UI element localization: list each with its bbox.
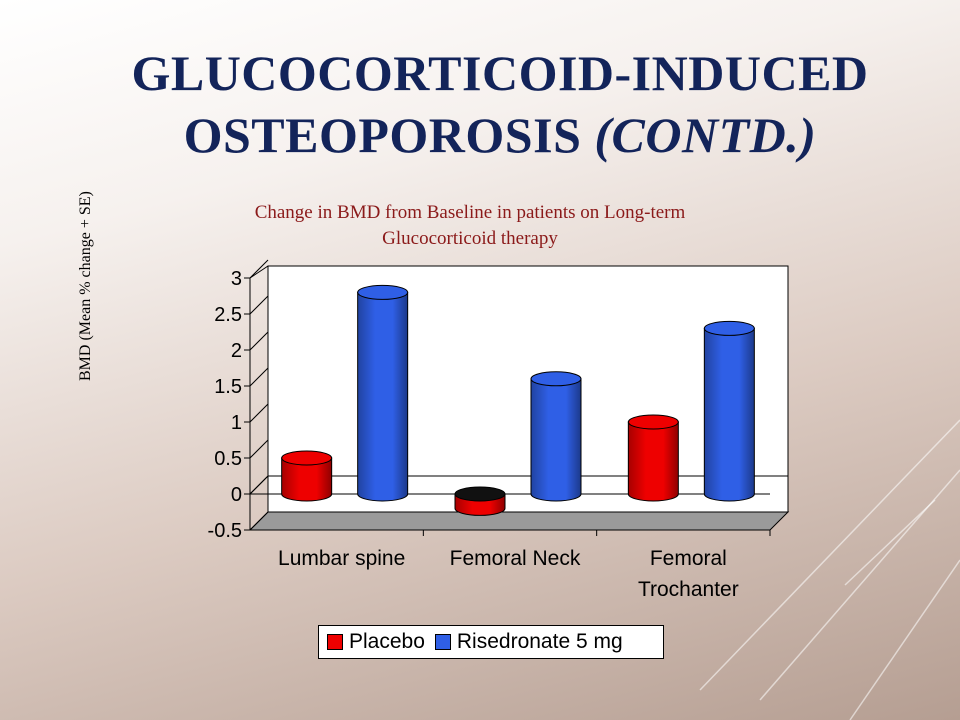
bar-top-0-0 [281, 450, 333, 466]
y-tick-label: 1 [231, 412, 242, 434]
bar-placebo-2 [627, 421, 679, 502]
y-axis-top-edge [249, 265, 269, 279]
bar-top-0-1 [454, 486, 506, 502]
bar-top-1-0 [357, 284, 409, 300]
y-tick-depth [249, 511, 269, 531]
chart-title-line-1: Change in BMD from Baseline in patients … [254, 202, 686, 223]
y-tick-depth [249, 403, 269, 423]
legend-label-placebo: Placebo [349, 630, 425, 653]
y-tick-label: 0 [231, 484, 242, 506]
legend-swatch-placebo [327, 634, 343, 650]
x-tick-label: Lumbar spine [278, 547, 405, 570]
x-tick-label: Femoral Neck [450, 547, 581, 570]
legend-label-risedronate: Risedronate 5 mg [456, 630, 623, 653]
bar-top-0-2 [627, 414, 679, 430]
title-line-1: GLUCOCORTICOID-INDUCED [131, 45, 869, 101]
y-tick-depth [249, 259, 269, 279]
legend-item-risedronate: Risedronate 5 mg [434, 630, 623, 654]
zero-line-depth [249, 475, 269, 495]
title-contd: (CONTD.) [594, 107, 817, 163]
bar-risedronate-5-mg-2 [703, 327, 755, 502]
bar-top-1-2 [703, 320, 755, 336]
y-tick-depth [249, 367, 269, 387]
bar-risedronate-5-mg-1 [530, 378, 582, 502]
legend-swatch-risedronate [434, 634, 451, 650]
title-line-2: OSTEOPOROSIS (CONTD.) [80, 104, 920, 166]
legend: Placebo Risedronate 5 mg [318, 625, 664, 659]
y-tick-label: 0.5 [214, 448, 242, 470]
y-tick-label: -0.5 [208, 520, 242, 542]
bar-risedronate-5-mg-0 [357, 291, 409, 502]
x-tick-label: Trochanter [638, 578, 739, 601]
plot-floor [248, 511, 790, 531]
y-tick-depth [249, 295, 269, 315]
title-main: OSTEOPOROSIS [183, 107, 582, 163]
x-tick-label: Femoral [650, 547, 727, 570]
slide-title: GLUCOCORTICOID-INDUCED OSTEOPOROSIS (CON… [80, 42, 920, 166]
bar-top-1-1 [530, 371, 582, 387]
y-tick-depth [249, 439, 269, 459]
bar-placebo-0 [281, 457, 333, 502]
y-tick-label: 2 [231, 340, 242, 362]
plot-back-wall [267, 265, 789, 513]
legend-item-placebo: Placebo [327, 630, 425, 654]
y-tick-label: 2.5 [214, 304, 242, 326]
y-tick-label: 1.5 [214, 376, 242, 398]
y-tick-depth [249, 331, 269, 351]
chart-title-line-2: Glucocorticoid therapy [382, 228, 558, 249]
chart-title: Change in BMD from Baseline in patients … [160, 200, 780, 252]
y-tick-label: 3 [231, 268, 242, 290]
